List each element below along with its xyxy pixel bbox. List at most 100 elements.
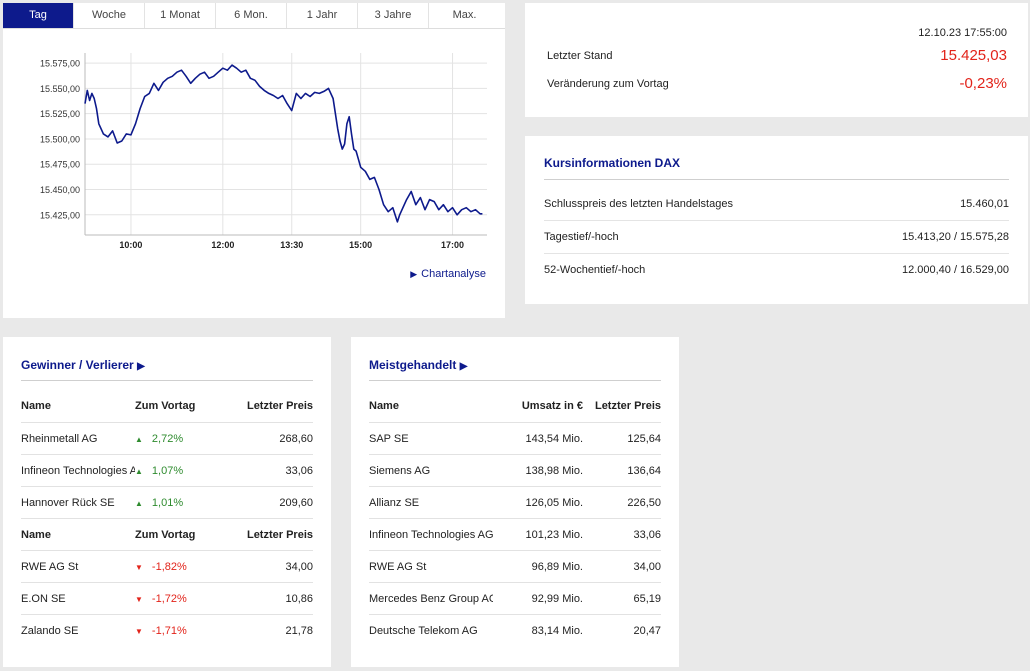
table-row[interactable]: Zalando SE ▼ -1,71% 21,78: [21, 614, 313, 647]
table-row[interactable]: RWE AG St 96,89 Mio. 34,00: [369, 550, 661, 583]
col-price: Letzter Preis: [246, 529, 313, 541]
stock-price: 21,78: [285, 625, 313, 637]
stock-change: ▲ 1,01%: [135, 497, 235, 509]
divider: [21, 380, 313, 381]
tab-6-mon[interactable]: 6 Mon.: [216, 3, 287, 28]
stock-price: 33,06: [633, 529, 661, 541]
tab-3-jahre[interactable]: 3 Jahre: [358, 3, 429, 28]
stock-change: ▼ -1,71%: [135, 625, 235, 637]
most-traded-panel: Meistgehandelt ▶ Name Umsatz in € Letzte…: [351, 337, 679, 667]
change-value: -1,72%: [151, 593, 187, 605]
stock-name: Zalando SE: [21, 625, 79, 637]
stock-volume: 92,99 Mio.: [531, 593, 583, 605]
stock-volume: 83,14 Mio.: [531, 625, 583, 637]
table-row[interactable]: Hannover Rück SE ▲ 1,01% 209,60: [21, 486, 313, 519]
table-row[interactable]: RWE AG St ▼ -1,82% 34,00: [21, 550, 313, 583]
table-row[interactable]: Deutsche Telekom AG 83,14 Mio. 20,47: [369, 614, 661, 647]
col-price: Letzter Preis: [246, 400, 313, 412]
stock-price: 125,64: [627, 433, 661, 445]
quote-panel: 12.10.23 17:55:00 Letzter Stand 15.425,0…: [525, 3, 1028, 117]
table-row[interactable]: SAP SE 143,54 Mio. 125,64: [369, 422, 661, 455]
change-value: -0,23%: [959, 75, 1007, 92]
stock-name: Siemens AG: [369, 465, 431, 477]
stock-price: 34,00: [633, 561, 661, 573]
gainers-losers-title: Gewinner / Verlierer: [21, 358, 134, 372]
stock-change: ▼ -1,72%: [135, 593, 235, 605]
table-row[interactable]: Infineon Technologies AG ▲ 1,07% 33,06: [21, 454, 313, 487]
stock-price: 20,47: [633, 625, 661, 637]
y-tick-label: 15.575,00: [40, 59, 80, 69]
table-row[interactable]: Rheinmetall AG ▲ 2,72% 268,60: [21, 422, 313, 455]
gainers-losers-panel: Gewinner / Verlierer ▶ Name Zum Vortag L…: [3, 337, 331, 667]
x-tick-label: 10:00: [119, 240, 142, 250]
stock-volume: 96,89 Mio.: [531, 561, 583, 573]
kurs-row: 52-Wochentief/-hoch 12.000,40 / 16.529,0…: [544, 264, 1009, 276]
gainers-losers-link[interactable]: Gewinner / Verlierer ▶: [21, 358, 145, 372]
play-arrow-icon: ▶: [459, 361, 468, 372]
y-tick-label: 15.475,00: [40, 160, 80, 170]
col-name: Name: [369, 400, 399, 412]
table-row[interactable]: Mercedes Benz Group AG ... 92,99 Mio. 65…: [369, 582, 661, 615]
table-row[interactable]: Siemens AG 138,98 Mio. 136,64: [369, 454, 661, 487]
change-value: 1,07%: [151, 465, 184, 477]
stock-price: 33,06: [285, 465, 313, 477]
col-name: Name: [21, 529, 51, 541]
col-change: Zum Vortag: [135, 400, 196, 412]
stock-change: ▼ -1,82%: [135, 561, 235, 573]
down-triangle-icon: ▼: [135, 627, 143, 636]
col-name: Name: [21, 400, 51, 412]
table-row[interactable]: Allianz SE 126,05 Mio. 226,50: [369, 486, 661, 519]
table-row[interactable]: E.ON SE ▼ -1,72% 10,86: [21, 582, 313, 615]
stock-price: 226,50: [627, 497, 661, 509]
stock-volume: 101,23 Mio.: [525, 529, 583, 541]
change-value: 1,01%: [151, 497, 184, 509]
x-tick-label: 13:30: [280, 240, 303, 250]
kurs-row: Schlusspreis des letzten Handelstages 15…: [544, 198, 1009, 210]
timeframe-tabs: Tag Woche 1 Monat 6 Mon. 1 Jahr 3 Jahre …: [3, 3, 505, 29]
most-traded-title: Meistgehandelt: [369, 358, 457, 372]
price-series-line: [84, 64, 483, 223]
x-tick-label: 12:00: [211, 240, 234, 250]
x-tick-label: 15:00: [349, 240, 372, 250]
tab-1-jahr[interactable]: 1 Jahr: [287, 3, 358, 28]
y-tick-label: 15.450,00: [40, 185, 80, 195]
stock-name: Mercedes Benz Group AG ...: [369, 593, 493, 605]
stock-volume: 138,98 Mio.: [525, 465, 583, 477]
down-triangle-icon: ▼: [135, 563, 143, 572]
kurs-title: Kursinformationen DAX: [544, 156, 681, 170]
up-triangle-icon: ▲: [135, 435, 143, 444]
change-value: 2,72%: [151, 433, 184, 445]
table-header: Name Umsatz in € Letzter Preis: [369, 390, 661, 422]
stock-price: 209,60: [279, 497, 313, 509]
tab-tag[interactable]: Tag: [3, 3, 74, 28]
kurs-row-label: 52-Wochentief/-hoch: [544, 264, 646, 276]
kurs-panel: Kursinformationen DAX Schlusspreis des l…: [525, 136, 1028, 304]
stock-change: ▲ 2,72%: [135, 433, 235, 445]
col-change: Zum Vortag: [135, 529, 196, 541]
chartanalyse-link[interactable]: ▶ Chartanalyse: [410, 268, 486, 280]
col-volume: Umsatz in €: [521, 400, 583, 412]
stock-name: Rheinmetall AG: [21, 433, 98, 445]
change-value: -1,82%: [151, 561, 187, 573]
tab-1-monat[interactable]: 1 Monat: [145, 3, 216, 28]
change-label: Veränderung zum Vortag: [547, 77, 669, 90]
stock-name: RWE AG St: [21, 561, 79, 573]
kurs-row-value: 15.413,20 / 15.575,28: [901, 231, 1009, 243]
stock-volume: 143,54 Mio.: [525, 433, 583, 445]
table-row[interactable]: Infineon Technologies AG 101,23 Mio. 33,…: [369, 518, 661, 551]
stock-volume: 126,05 Mio.: [525, 497, 583, 509]
kurs-row-label: Tagestief/-hoch: [544, 231, 619, 243]
down-triangle-icon: ▼: [135, 595, 143, 604]
col-price: Letzter Preis: [594, 400, 661, 412]
tab-woche[interactable]: Woche: [74, 3, 145, 28]
y-tick-label: 15.425,00: [40, 210, 80, 220]
stock-name: Deutsche Telekom AG: [369, 625, 478, 637]
last-price-row: Letzter Stand 15.425,03: [547, 47, 1007, 64]
stock-name: RWE AG St: [369, 561, 427, 573]
kurs-row-value: 12.000,40 / 16.529,00: [901, 264, 1009, 276]
change-row: Veränderung zum Vortag -0,23%: [547, 75, 1007, 92]
most-traded-link[interactable]: Meistgehandelt ▶: [369, 358, 467, 372]
stock-name: Infineon Technologies AG: [21, 465, 135, 477]
tab-max[interactable]: Max.: [452, 9, 477, 21]
up-triangle-icon: ▲: [135, 467, 143, 476]
